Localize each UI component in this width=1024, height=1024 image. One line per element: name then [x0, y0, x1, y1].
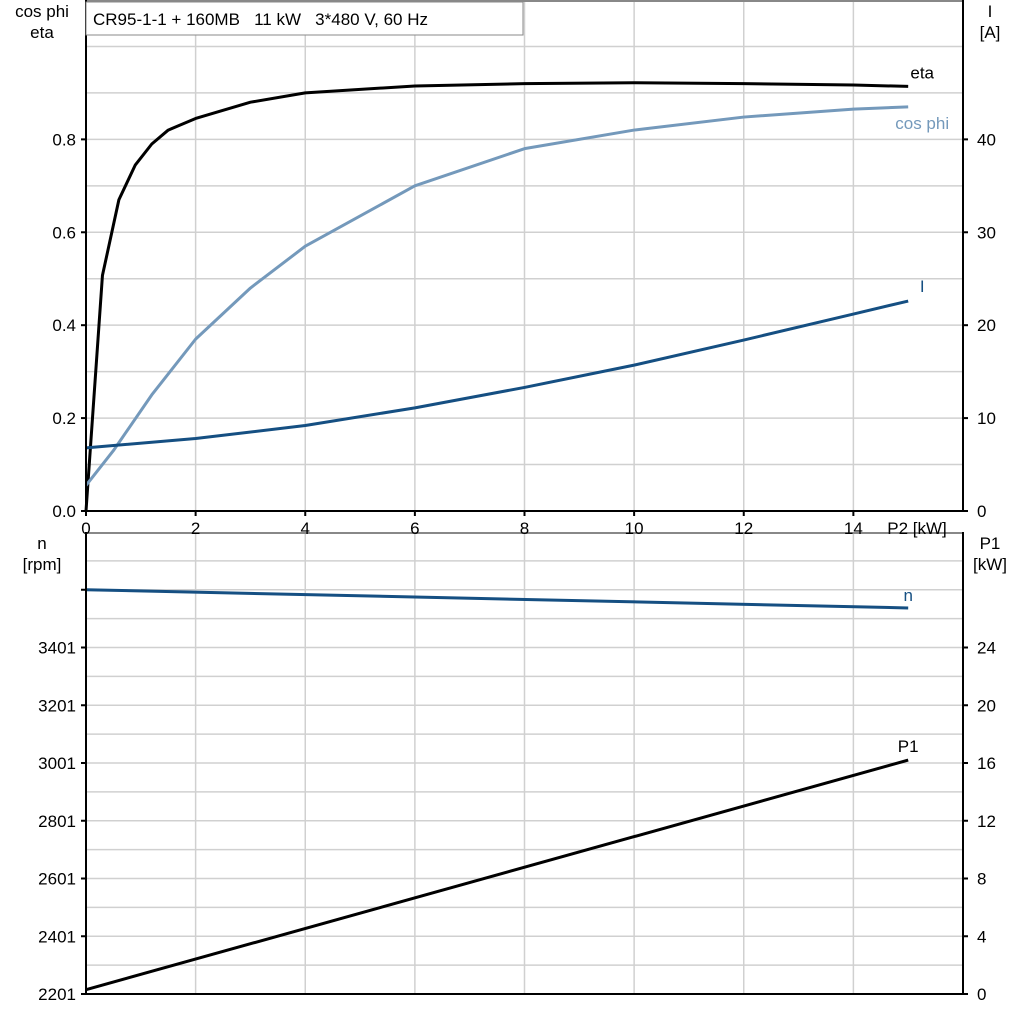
- y-right-tick-label: 20: [977, 696, 996, 715]
- y-left-tick-label: 3401: [38, 639, 76, 658]
- x-tick-label: 6: [410, 519, 419, 538]
- y-right-axis-label: [kW]: [973, 555, 1007, 574]
- title-box: CR95-1-1 + 160MB 11 kW 3*480 V, 60 Hz: [85, 1, 524, 36]
- y-left-tick-label: 2401: [38, 927, 76, 946]
- chart-title: CR95-1-1 + 160MB 11 kW 3*480 V, 60 Hz: [93, 10, 428, 29]
- y-left-axis-label: eta: [30, 23, 54, 42]
- x-tick-label: 12: [734, 519, 753, 538]
- y-right-tick-label: 8: [977, 870, 986, 889]
- y-right-axis-label: [A]: [980, 23, 1001, 42]
- y-left-axis-label: cos phi: [15, 2, 69, 21]
- y-right-axis-label: I: [988, 2, 993, 21]
- y-right-tick-label: 10: [977, 409, 996, 428]
- y-right-tick-label: 24: [977, 639, 996, 658]
- series-label-n: n: [903, 586, 912, 605]
- series-line-cos-phi: [84, 105, 909, 487]
- y-right-tick-label: 0: [977, 985, 986, 1004]
- y-left-axis-label: [rpm]: [23, 555, 62, 574]
- y-right-tick-label: 12: [977, 812, 996, 831]
- y-left-tick-label: 0.4: [52, 316, 76, 335]
- y-left-tick-label: 0.6: [52, 223, 76, 242]
- x-tick-label: 2: [191, 519, 200, 538]
- series-label-eta: eta: [910, 63, 934, 82]
- y-left-axis-label: n: [37, 534, 46, 553]
- series-line-eta: [84, 81, 909, 512]
- x-tick-label: 8: [520, 519, 529, 538]
- y-left-tick-label: 3201: [38, 696, 76, 715]
- x-tick-label: 14: [844, 519, 863, 538]
- series-line-P1: [85, 758, 909, 992]
- y-left-tick-label: 2801: [38, 812, 76, 831]
- x-axis-label: P2 [kW]: [887, 519, 947, 538]
- series-label-I: I: [920, 277, 925, 296]
- y-right-tick-label: 16: [977, 754, 996, 773]
- series-line-I: [85, 299, 909, 450]
- y-right-tick-label: 40: [977, 130, 996, 149]
- x-tick-label: 4: [301, 519, 310, 538]
- y-right-tick-label: 30: [977, 223, 996, 242]
- series-label-cos-phi: cos phi: [895, 114, 949, 133]
- y-left-tick-label: 3001: [38, 754, 76, 773]
- y-left-tick-label: 0.8: [52, 130, 76, 149]
- y-right-axis-label: P1: [980, 534, 1001, 553]
- series-line-n: [85, 588, 909, 610]
- y-left-tick-label: 0.0: [52, 502, 76, 521]
- y-right-tick-label: 4: [977, 927, 986, 946]
- y-left-tick-label: 2201: [38, 985, 76, 1004]
- x-tick-label: 10: [625, 519, 644, 538]
- y-right-tick-label: 20: [977, 316, 996, 335]
- y-left-tick-label: 2601: [38, 870, 76, 889]
- series-label-P1: P1: [898, 737, 919, 756]
- y-right-tick-label: 0: [977, 502, 986, 521]
- y-left-tick-label: 0.2: [52, 409, 76, 428]
- x-tick-label: 0: [81, 519, 90, 538]
